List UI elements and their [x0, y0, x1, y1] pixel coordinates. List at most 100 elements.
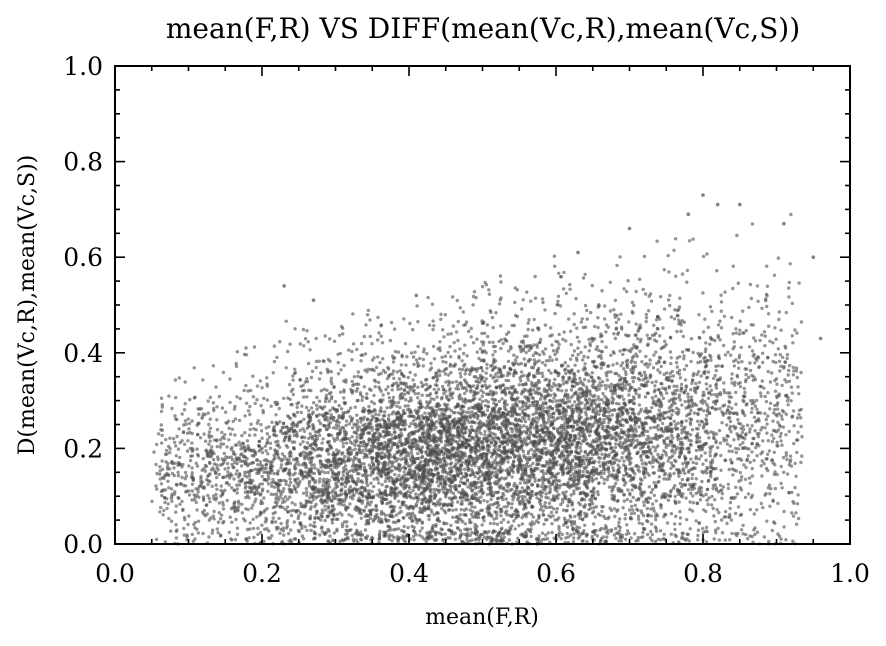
data-point [201, 456, 205, 461]
data-point [227, 438, 231, 442]
data-point [355, 435, 359, 440]
data-point [752, 415, 757, 419]
data-point [301, 440, 305, 444]
data-point [169, 529, 173, 533]
data-point [396, 350, 401, 354]
data-point [251, 526, 256, 531]
data-point [754, 398, 759, 403]
data-point [223, 488, 227, 492]
data-point [268, 446, 273, 450]
data-point [684, 496, 688, 500]
data-point [750, 424, 754, 428]
data-point [777, 317, 781, 322]
data-point [682, 367, 687, 372]
data-point [782, 525, 786, 529]
data-point [561, 382, 566, 386]
data-point [321, 359, 325, 363]
data-point [463, 522, 467, 526]
data-point [660, 453, 664, 457]
data-point [447, 528, 451, 532]
data-point [561, 337, 565, 341]
data-point [616, 508, 620, 512]
data-point [708, 450, 712, 454]
data-point [305, 441, 310, 445]
data-point [260, 436, 264, 440]
data-point [568, 371, 573, 375]
data-point [649, 514, 653, 518]
data-point [531, 353, 535, 358]
data-point [644, 316, 649, 320]
data-point [612, 533, 616, 537]
data-point [186, 522, 190, 527]
data-point [645, 532, 650, 537]
data-point [552, 254, 557, 258]
data-point [414, 358, 419, 362]
data-point [329, 370, 333, 374]
data-point [734, 402, 738, 406]
data-point [326, 418, 330, 423]
data-point [463, 391, 467, 396]
data-point [171, 437, 176, 441]
data-point [723, 458, 728, 463]
data-point [728, 444, 732, 448]
data-point [520, 399, 525, 404]
data-point [654, 499, 658, 503]
data-point [646, 379, 650, 384]
data-point [213, 469, 217, 473]
data-point [463, 513, 468, 517]
data-point [677, 500, 681, 504]
data-point [663, 339, 667, 343]
data-point [791, 341, 795, 345]
data-point [579, 320, 583, 324]
data-point [229, 455, 233, 459]
data-point [258, 530, 263, 535]
data-point [663, 411, 667, 415]
data-point [449, 485, 453, 489]
data-point [235, 483, 239, 487]
data-point [672, 419, 676, 423]
data-point [168, 436, 172, 440]
data-point [334, 426, 338, 430]
data-point [485, 500, 490, 504]
data-point [403, 427, 407, 432]
data-point [317, 377, 322, 381]
data-point [614, 481, 618, 486]
data-point [746, 375, 751, 379]
data-point [553, 518, 557, 522]
data-point [531, 461, 535, 466]
data-point [723, 290, 727, 294]
data-point [356, 477, 360, 481]
data-point [750, 493, 755, 498]
data-point [549, 505, 554, 509]
data-point [517, 362, 521, 366]
data-point [524, 515, 528, 519]
data-point [258, 379, 262, 383]
data-point [402, 317, 406, 321]
data-point [488, 430, 492, 435]
data-point [461, 488, 465, 492]
data-point [477, 380, 482, 384]
data-point [442, 391, 446, 396]
data-point [631, 407, 635, 412]
data-point [170, 406, 174, 411]
data-point [623, 370, 628, 374]
data-point [670, 427, 674, 431]
data-point [293, 367, 297, 371]
data-point [183, 518, 187, 522]
data-point [482, 519, 486, 523]
data-point [483, 404, 488, 408]
data-point [150, 499, 154, 503]
data-point [765, 422, 769, 426]
data-point [225, 421, 229, 425]
data-point [685, 462, 689, 467]
data-point [647, 436, 651, 441]
data-point [463, 527, 467, 531]
data-point [436, 484, 441, 488]
data-point [750, 474, 755, 478]
data-point [412, 496, 416, 500]
data-point [529, 523, 534, 527]
data-point [647, 294, 651, 298]
data-point [619, 312, 623, 316]
